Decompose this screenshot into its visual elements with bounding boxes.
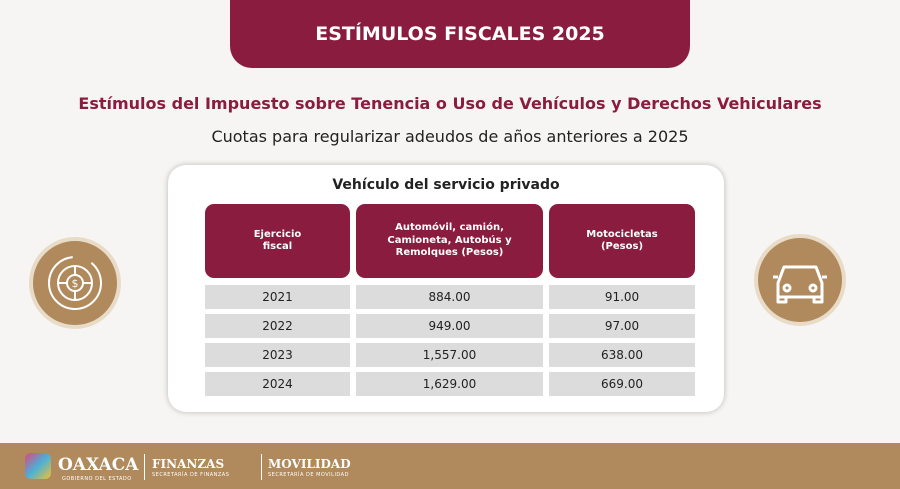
- subheading: Cuotas para regularizar adeudos de años …: [211, 127, 689, 146]
- cell-moto: 638.00: [549, 343, 695, 367]
- oaxaca-sub: GOBIERNO DEL ESTADO: [62, 476, 132, 482]
- money-wheel-icon: $: [29, 237, 121, 329]
- divider: [144, 454, 145, 480]
- header-year: Ejercicio fiscal: [205, 204, 350, 278]
- footer: OAXACA GOBIERNO DEL ESTADO FINANZAS SECR…: [0, 443, 900, 489]
- divider: [261, 454, 262, 480]
- header-moto: Motocicletas (Pesos): [549, 204, 695, 278]
- banner-title: ESTÍMULOS FISCALES 2025: [315, 23, 605, 45]
- table-title: Vehículo del servicio privado: [332, 177, 560, 193]
- cell-auto: 949.00: [356, 314, 543, 338]
- oaxaca-brand: OAXACA: [58, 455, 139, 475]
- cell-auto: 1,557.00: [356, 343, 543, 367]
- cell-auto: 884.00: [356, 285, 543, 309]
- oaxaca-logo: [25, 453, 51, 479]
- svg-text:$: $: [72, 277, 79, 290]
- heading: Estímulos del Impuesto sobre Tenencia o …: [78, 94, 822, 113]
- title-banner: ESTÍMULOS FISCALES 2025: [230, 0, 690, 68]
- cell-moto: 669.00: [549, 372, 695, 396]
- cell-moto: 97.00: [549, 314, 695, 338]
- cell-year: 2024: [205, 372, 350, 396]
- header-auto: Automóvil, camión, Camioneta, Autobús y …: [356, 204, 543, 278]
- cell-moto: 91.00: [549, 285, 695, 309]
- cell-auto: 1,629.00: [356, 372, 543, 396]
- car-icon: [754, 234, 846, 326]
- fee-table-card: Vehículo del servicio privado Ejercicio …: [168, 165, 724, 412]
- cell-year: 2023: [205, 343, 350, 367]
- finanzas-brand: FINANZAS: [152, 457, 225, 471]
- cell-year: 2022: [205, 314, 350, 338]
- cell-year: 2021: [205, 285, 350, 309]
- movilidad-brand: MOVILIDAD: [268, 457, 351, 471]
- finanzas-sub: SECRETARÍA DE FINANZAS: [152, 472, 230, 478]
- movilidad-sub: SECRETARÍA DE MOVILIDAD: [268, 472, 349, 478]
